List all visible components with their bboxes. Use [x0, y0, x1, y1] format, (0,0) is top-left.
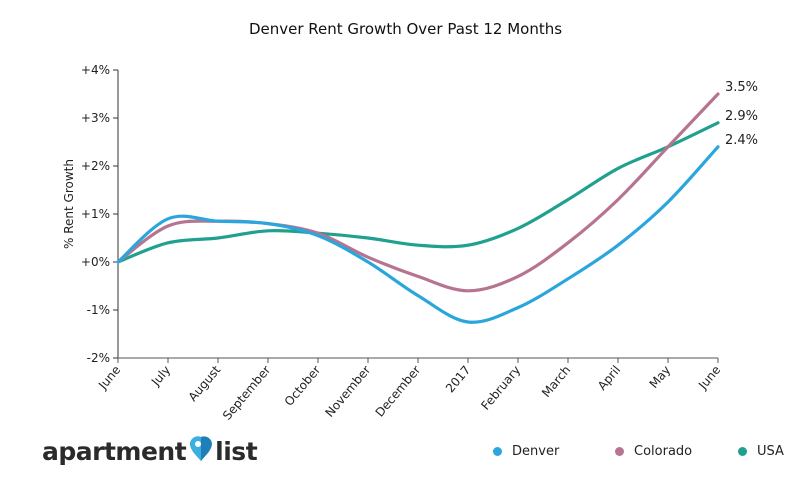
x-tick-label: December — [373, 363, 424, 420]
x-tick-label: November — [322, 363, 373, 420]
legend: Denver Colorado USA — [0, 444, 811, 464]
legend-label: Denver — [512, 444, 560, 459]
legend-item-colorado: Colorado — [615, 444, 692, 459]
x-tick-label: March — [539, 363, 573, 400]
y-tick-label: +3% — [81, 111, 110, 125]
chart-title: Denver Rent Growth Over Past 12 Months — [248, 20, 563, 38]
x-tick-label: October — [282, 363, 324, 409]
legend-item-usa: USA — [738, 444, 784, 459]
legend-dot-icon — [738, 447, 747, 456]
end-labels: 2.4% 3.5% 2.9% — [725, 80, 758, 148]
logo-word-apartment: apartment — [42, 436, 187, 466]
legend-dot-icon — [493, 447, 502, 456]
legend-label: Colorado — [634, 444, 693, 459]
x-tick-label: 2017 — [443, 363, 473, 395]
x-tick-label: February — [478, 363, 523, 413]
y-axis-title: % Rent Growth — [62, 159, 76, 249]
y-tick-label: +4% — [81, 63, 110, 77]
x-tick-label: May — [647, 363, 674, 391]
series-line-colorado — [116, 92, 720, 293]
legend-dot-icon — [615, 447, 624, 456]
map-pin-heart-icon — [189, 434, 213, 468]
x-tick-label: April — [595, 363, 623, 393]
x-tick-label: July — [148, 363, 173, 389]
line-chart: +4% +3% +2% +1% +0% -1% -2% % Rent Growth June Ju… — [62, 63, 758, 423]
x-tick-label: September — [220, 363, 273, 423]
end-label-colorado: 3.5% — [725, 80, 758, 95]
series-lines — [116, 92, 720, 324]
end-label-denver: 2.4% — [725, 133, 758, 148]
x-tick-label: June — [695, 363, 723, 393]
y-tick-label: -1% — [87, 303, 110, 317]
y-tick-label: +0% — [81, 255, 110, 269]
x-tick-label: June — [95, 363, 123, 393]
series-line-usa — [116, 121, 720, 264]
apartment-list-logo: apartment list — [42, 434, 258, 468]
y-tick-label: -2% — [87, 351, 110, 365]
logo-word-list: list — [215, 436, 258, 466]
end-label-usa: 2.9% — [725, 109, 758, 124]
legend-label: USA — [757, 444, 784, 459]
legend-item-denver: Denver — [493, 444, 559, 459]
series-line-denver — [116, 145, 720, 324]
y-tick-label: +1% — [81, 207, 110, 221]
x-tick-label: August — [186, 363, 224, 404]
y-tick-label: +2% — [81, 159, 110, 173]
